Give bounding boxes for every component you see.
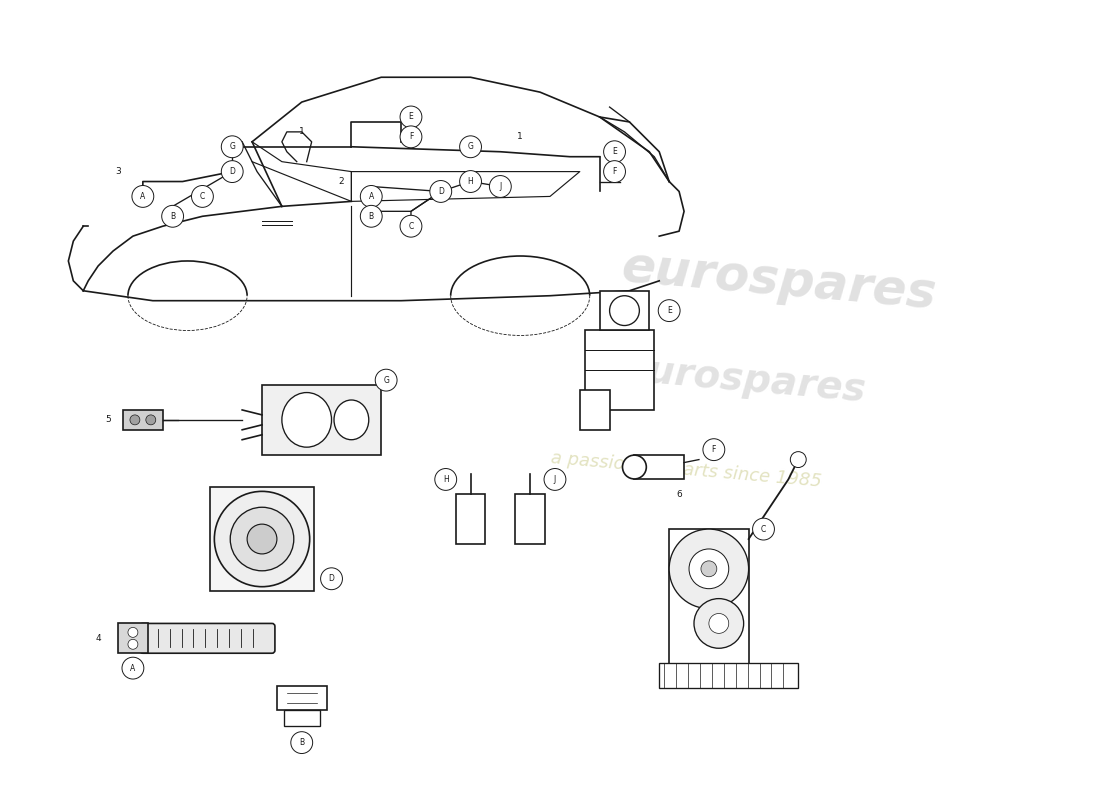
Bar	[669, 529, 749, 668]
Text: H: H	[443, 475, 449, 484]
Circle shape	[162, 206, 184, 227]
Circle shape	[752, 518, 774, 540]
Bar	[123, 410, 163, 430]
Circle shape	[230, 507, 294, 571]
Text: D: D	[229, 167, 235, 176]
Circle shape	[703, 438, 725, 461]
Text: B: B	[170, 212, 175, 221]
Circle shape	[221, 161, 243, 182]
Circle shape	[689, 549, 728, 589]
Text: F: F	[712, 445, 716, 454]
Circle shape	[221, 136, 243, 158]
Text: E: E	[667, 306, 671, 315]
Text: F: F	[613, 167, 617, 176]
Text: A: A	[130, 664, 135, 673]
Text: C: C	[408, 222, 414, 230]
Text: 2: 2	[339, 177, 344, 186]
Circle shape	[701, 561, 717, 577]
Text: J: J	[553, 475, 557, 484]
Text: E: E	[613, 147, 617, 156]
Circle shape	[132, 186, 154, 207]
Ellipse shape	[334, 400, 368, 440]
Bar	[635, 454, 684, 479]
Circle shape	[400, 126, 422, 148]
Circle shape	[191, 186, 213, 207]
Circle shape	[128, 639, 138, 650]
Circle shape	[128, 627, 138, 638]
Text: 6: 6	[676, 490, 682, 499]
Circle shape	[290, 732, 312, 754]
Text: 1: 1	[299, 127, 305, 136]
Bar	[515, 494, 544, 544]
Text: F: F	[409, 132, 414, 142]
Circle shape	[669, 529, 749, 609]
Circle shape	[658, 300, 680, 322]
Circle shape	[460, 136, 482, 158]
Circle shape	[130, 415, 140, 425]
Circle shape	[361, 206, 382, 227]
Bar	[600, 290, 649, 330]
Text: eurospares: eurospares	[619, 350, 868, 410]
Bar	[580, 390, 609, 430]
Circle shape	[430, 181, 452, 202]
FancyBboxPatch shape	[140, 623, 275, 654]
Bar	[118, 623, 147, 654]
Bar	[277, 686, 327, 710]
Circle shape	[146, 415, 156, 425]
Text: B: B	[299, 738, 305, 747]
Circle shape	[790, 452, 806, 467]
Bar	[455, 494, 485, 544]
Circle shape	[490, 175, 512, 198]
Circle shape	[248, 524, 277, 554]
Circle shape	[375, 370, 397, 391]
Text: eurospares: eurospares	[619, 243, 938, 318]
Bar	[284, 710, 320, 726]
Text: 4: 4	[96, 634, 101, 643]
Bar	[659, 663, 799, 688]
Circle shape	[361, 186, 382, 207]
Circle shape	[609, 296, 639, 326]
Text: H: H	[468, 177, 473, 186]
Text: 5: 5	[106, 415, 111, 424]
Text: G: G	[383, 376, 389, 385]
Text: G: G	[229, 142, 235, 151]
Text: D: D	[438, 187, 443, 196]
Circle shape	[604, 141, 626, 162]
Text: G: G	[468, 142, 473, 151]
Bar	[585, 330, 654, 410]
Text: E: E	[408, 113, 414, 122]
Text: C: C	[761, 525, 766, 534]
Circle shape	[122, 658, 144, 679]
Text: C: C	[200, 192, 205, 201]
Text: B: B	[368, 212, 374, 221]
Text: 3: 3	[116, 167, 121, 176]
Text: J: J	[499, 182, 502, 191]
Circle shape	[320, 568, 342, 590]
Circle shape	[708, 614, 728, 634]
Circle shape	[694, 598, 744, 648]
Text: a passion for parts since 1985: a passion for parts since 1985	[550, 449, 823, 490]
Bar	[210, 487, 315, 591]
Ellipse shape	[282, 393, 331, 447]
Text: D: D	[329, 574, 334, 583]
Circle shape	[400, 215, 422, 237]
Circle shape	[400, 106, 422, 128]
Circle shape	[460, 170, 482, 193]
Circle shape	[544, 469, 565, 490]
Circle shape	[434, 469, 456, 490]
Circle shape	[214, 491, 310, 586]
Text: 1: 1	[517, 132, 524, 142]
Bar	[262, 385, 382, 454]
Circle shape	[623, 455, 647, 479]
Text: A: A	[368, 192, 374, 201]
Circle shape	[604, 161, 626, 182]
Text: A: A	[140, 192, 145, 201]
